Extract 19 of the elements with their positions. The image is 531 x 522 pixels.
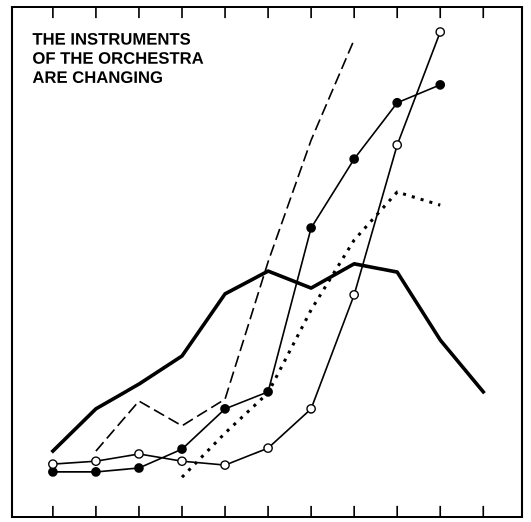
- point: [435, 80, 446, 90]
- text: THE INSTRUMENTS OF THE ORCHESTRA ARE CHANGING: [32, 32, 204, 84]
- point: [177, 456, 187, 466]
- point: [392, 140, 402, 150]
- point: [220, 460, 230, 470]
- point: [134, 463, 144, 473]
- point: [306, 223, 316, 233]
- point: [349, 154, 360, 164]
- point: [134, 449, 144, 459]
- point: [306, 404, 316, 414]
- point: [220, 404, 230, 414]
- point: [392, 98, 402, 108]
- point: [349, 290, 360, 300]
- point: [91, 467, 101, 477]
- point: [263, 443, 273, 453]
- point: [48, 459, 58, 469]
- point: [91, 456, 101, 466]
- point: [435, 27, 446, 37]
- point: [177, 444, 187, 454]
